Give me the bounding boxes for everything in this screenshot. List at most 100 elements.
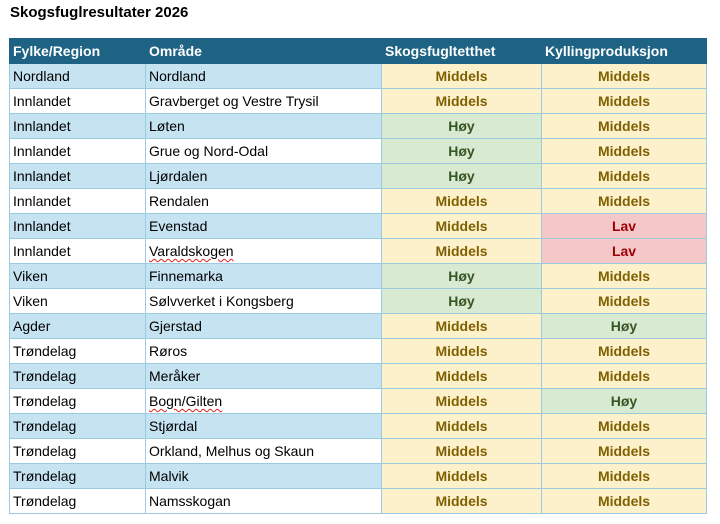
cell-density[interactable]: Middels [381,63,542,89]
cell-area[interactable]: Rendalen [145,188,382,214]
cell-density[interactable]: Middels [381,238,542,264]
cell-region[interactable]: Innlandet [9,163,146,189]
cell-area-text: Ljørdalen [149,168,208,184]
cell-density[interactable]: Høy [381,163,542,189]
cell-region[interactable]: Innlandet [9,238,146,264]
cell-area[interactable]: Orkland, Melhus og Skaun [145,438,382,464]
cell-area[interactable]: Varaldskogen [145,238,382,264]
cell-area-text: Løten [149,118,185,134]
cell-density[interactable]: Middels [381,363,542,389]
cell-area-text: Rendalen [149,193,209,209]
cell-chick-production[interactable]: Middels [541,413,707,439]
cell-area[interactable]: Grue og Nord-Odal [145,138,382,164]
cell-chick-production[interactable]: Høy [541,388,707,414]
cell-density[interactable]: Middels [381,488,542,514]
cell-area[interactable]: Stjørdal [145,413,382,439]
table-row: Viken Sølvverket i Kongsberg Høy Middels [9,288,707,314]
table-row: Trøndelag Røros Middels Middels [9,338,707,364]
cell-area[interactable]: Evenstad [145,213,382,239]
cell-area-text: Grue og Nord-Odal [149,143,269,159]
cell-region[interactable]: Innlandet [9,138,146,164]
cell-density[interactable]: Høy [381,113,542,139]
cell-density[interactable]: Middels [381,388,542,414]
cell-chick-production[interactable]: Middels [541,463,707,489]
table-row: Innlandet Løten Høy Middels [9,113,707,139]
cell-region[interactable]: Innlandet [9,113,146,139]
cell-area[interactable]: Malvik [145,463,382,489]
cell-area[interactable]: Nordland [145,63,382,89]
cell-chick-production[interactable]: Høy [541,313,707,339]
column-header-region[interactable]: Fylke/Region [9,38,146,64]
cell-chick-production[interactable]: Middels [541,363,707,389]
cell-area[interactable]: Finnemarka [145,263,382,289]
cell-density[interactable]: Middels [381,413,542,439]
cell-density[interactable]: Middels [381,463,542,489]
cell-area-text: Røros [149,343,188,359]
table-row: Innlandet Rendalen Middels Middels [9,188,707,214]
cell-chick-production[interactable]: Middels [541,438,707,464]
cell-chick-production[interactable]: Lav [541,213,707,239]
cell-region[interactable]: Innlandet [9,88,146,114]
column-header-density[interactable]: Skogsfugltetthet [381,38,542,64]
cell-chick-production[interactable]: Lav [541,238,707,264]
table-row: Innlandet Grue og Nord-Odal Høy Middels [9,138,707,164]
cell-density[interactable]: Middels [381,313,542,339]
cell-area[interactable]: Gjerstad [145,313,382,339]
cell-chick-production[interactable]: Middels [541,113,707,139]
cell-chick-production[interactable]: Middels [541,63,707,89]
cell-chick-production[interactable]: Middels [541,88,707,114]
cell-density[interactable]: Middels [381,213,542,239]
cell-region[interactable]: Trøndelag [9,488,146,514]
cell-area[interactable]: Bogn/Gilten [145,388,382,414]
cell-density[interactable]: Middels [381,338,542,364]
table-row: Innlandet Gravberget og Vestre Trysil Midd… [9,88,707,114]
cell-region[interactable]: Nordland [9,63,146,89]
cell-region[interactable]: Innlandet [9,188,146,214]
cell-area[interactable]: Gravberget og Vestre Trysil [145,88,382,114]
cell-area[interactable]: Røros [145,338,382,364]
cell-area-text: Stjørdal [149,418,198,434]
cell-density[interactable]: Middels [381,88,542,114]
cell-area[interactable]: Namsskogan [145,488,382,514]
cell-area[interactable]: Sølvverket i Kongsberg [145,288,382,314]
cell-area-text: Varaldskogen [149,243,234,259]
cell-chick-production[interactable]: Middels [541,138,707,164]
table-row: Trøndelag Bogn/Gilten Middels Høy [9,388,707,414]
cell-density[interactable]: Middels [381,438,542,464]
cell-chick-production[interactable]: Middels [541,288,707,314]
cell-area-text: Nordland [149,68,206,84]
cell-density[interactable]: Høy [381,288,542,314]
cell-region[interactable]: Trøndelag [9,438,146,464]
cell-area[interactable]: Ljørdalen [145,163,382,189]
cell-chick-production[interactable]: Middels [541,188,707,214]
cell-density[interactable]: Høy [381,138,542,164]
cell-area[interactable]: Meråker [145,363,382,389]
cell-region[interactable]: Trøndelag [9,463,146,489]
column-header-area[interactable]: Område [145,38,382,64]
cell-density[interactable]: Middels [381,188,542,214]
cell-region[interactable]: Trøndelag [9,388,146,414]
table-row: Viken Finnemarka Høy Middels [9,263,707,289]
cell-area-text: Bogn/Gilten [149,393,223,409]
cell-area-text: Evenstad [149,218,208,234]
cell-area-text: Finnemarka [149,268,223,284]
cell-chick-production[interactable]: Middels [541,263,707,289]
column-header-chick-production[interactable]: Kyllingproduksjon [541,38,707,64]
cell-area[interactable]: Løten [145,113,382,139]
cell-region[interactable]: Trøndelag [9,338,146,364]
cell-chick-production[interactable]: Middels [541,338,707,364]
cell-chick-production[interactable]: Middels [541,488,707,514]
table-row: Trøndelag Orkland, Melhus og Skaun Middels… [9,438,707,464]
cell-density[interactable]: Høy [381,263,542,289]
cell-region[interactable]: Trøndelag [9,363,146,389]
table-row: Trøndelag Meråker Middels Middels [9,363,707,389]
cell-region[interactable]: Trøndelag [9,413,146,439]
cell-region[interactable]: Innlandet [9,213,146,239]
cell-region[interactable]: Viken [9,288,146,314]
cell-region[interactable]: Agder [9,313,146,339]
cell-area-text: Malvik [149,468,189,484]
table-header-row: Fylke/Region Område Skogsfugltetthet Kyl… [9,38,707,64]
cell-region[interactable]: Viken [9,263,146,289]
cell-chick-production[interactable]: Middels [541,163,707,189]
table-row: Trøndelag Stjørdal Middels Middels [9,413,707,439]
